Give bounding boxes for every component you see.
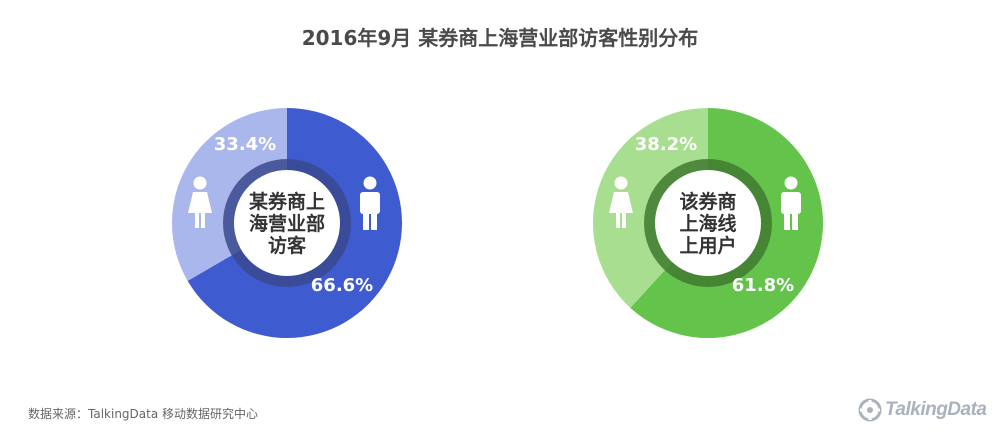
female-icon — [188, 176, 212, 228]
center-label-line: 上用户 — [679, 234, 736, 257]
center-hole — [234, 170, 340, 276]
data-label-male: 61.8% — [732, 275, 794, 296]
center-label-line: 海营业部 — [249, 212, 325, 235]
data-label-male: 66.6% — [311, 275, 373, 296]
brand-logo: TalkingData — [858, 398, 987, 422]
brand-mark-icon — [858, 398, 882, 422]
center-label-line: 某券商上 — [249, 190, 325, 213]
data-label-female: 33.4% — [214, 134, 276, 155]
brand-name: TalkingData — [885, 399, 987, 420]
center-label-line: 访客 — [268, 234, 307, 257]
donut-chart-1: 某券商上海营业部访客 33.4% 66.6% — [171, 108, 402, 338]
female-icon — [609, 176, 633, 228]
chart-title: 2016年9月 某券商上海营业部访客性别分布 — [301, 26, 699, 50]
center-label-line: 该券商 — [679, 190, 736, 213]
male-icon — [360, 176, 380, 230]
data-label-female: 38.2% — [635, 134, 697, 155]
center-label-line: 上海线 — [679, 212, 736, 235]
center-hole — [655, 170, 761, 276]
male-icon — [781, 176, 801, 230]
source-note: 数据来源：TalkingData 移动数据研究中心 — [28, 407, 259, 421]
